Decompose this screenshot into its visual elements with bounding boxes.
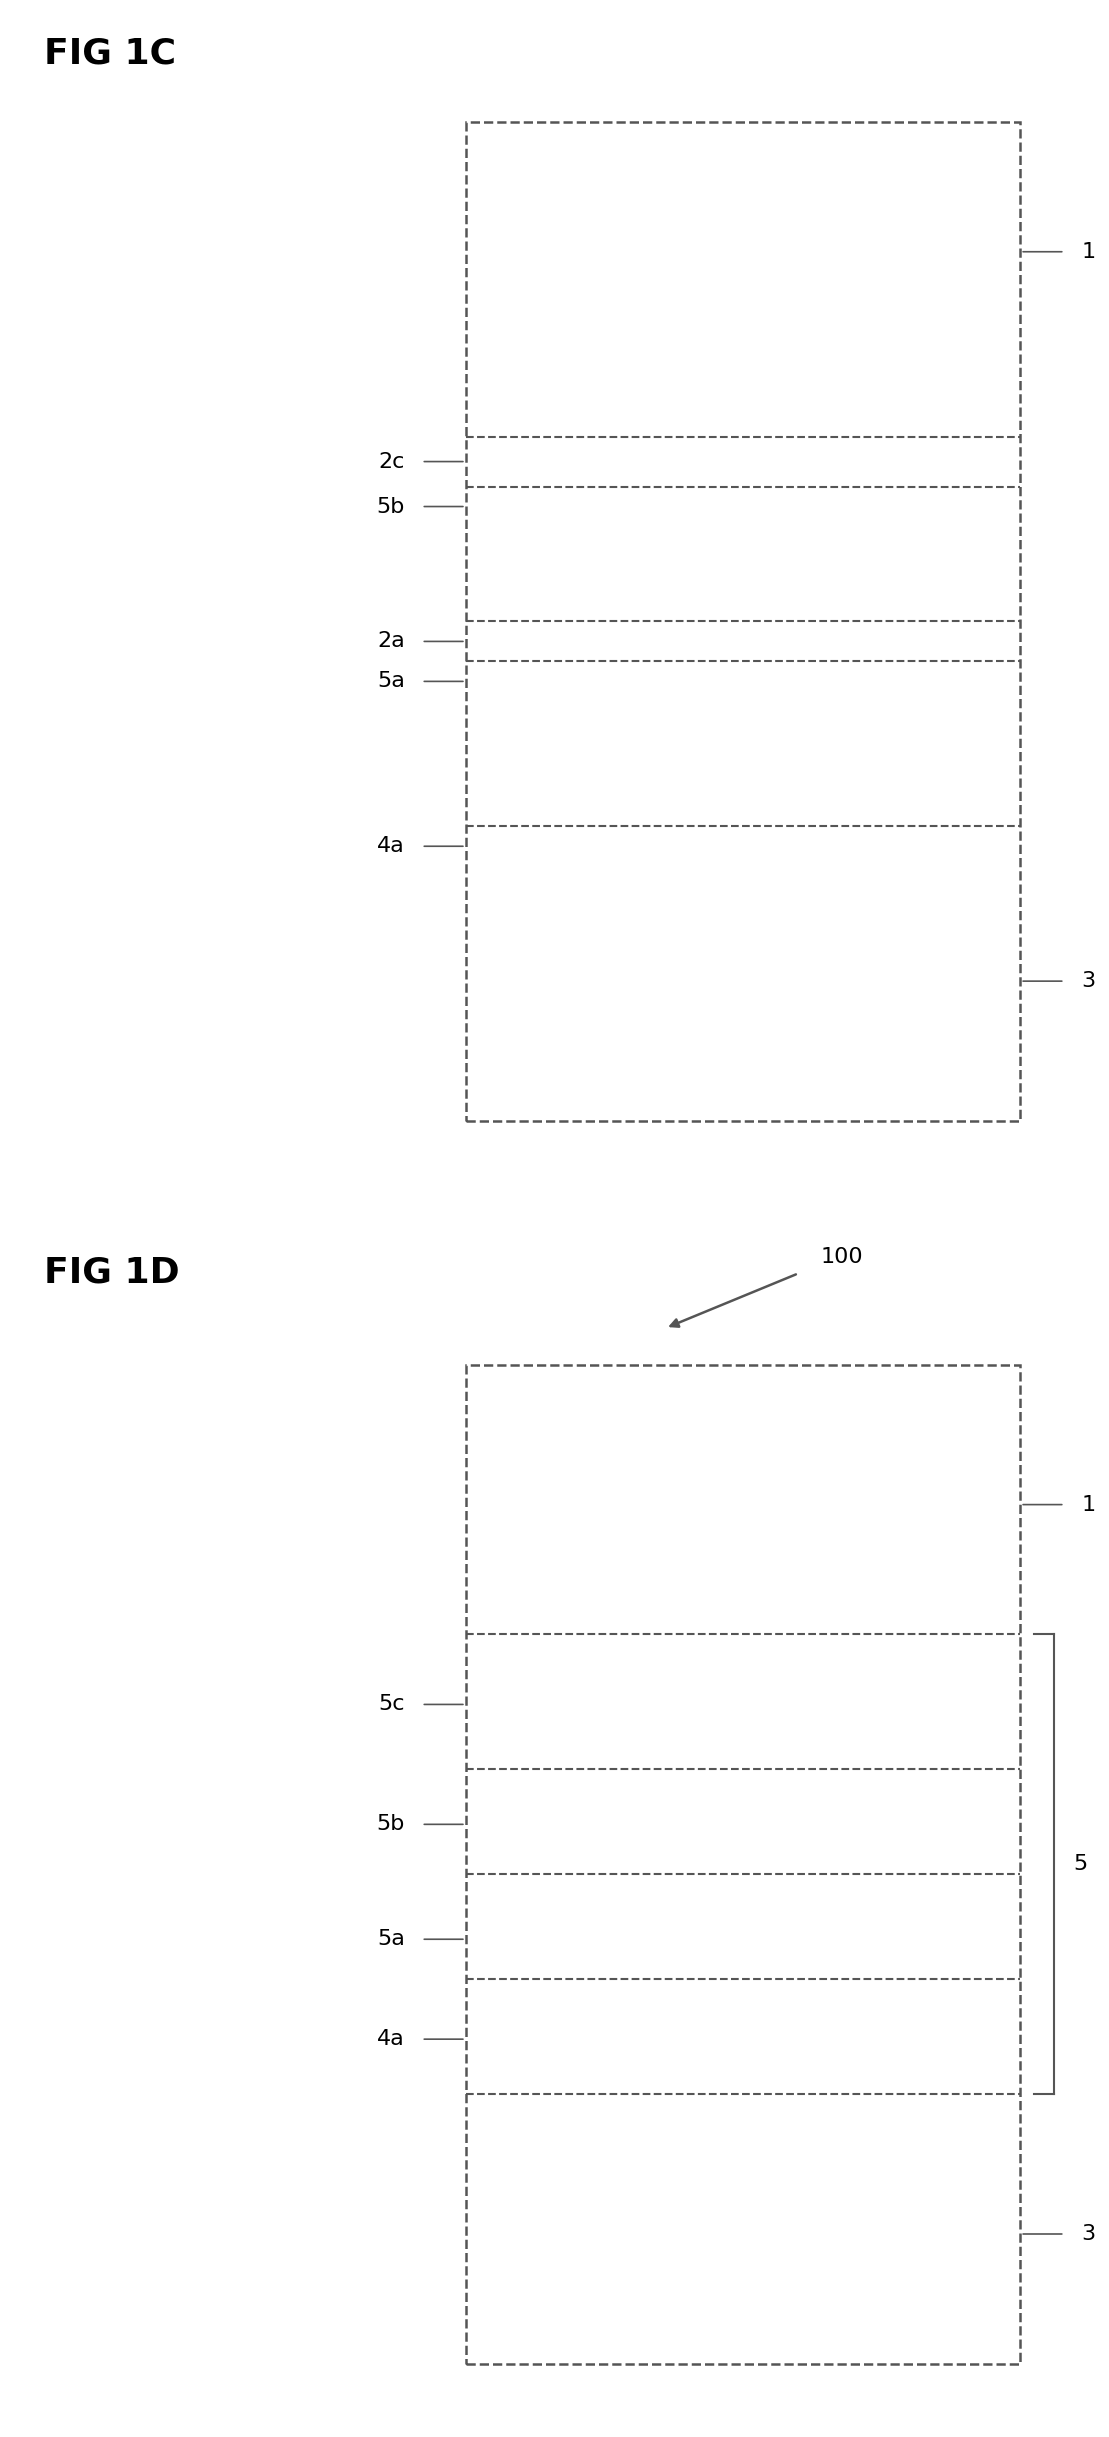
Text: 5c: 5c [378,1694,405,1716]
Text: FIG 1C: FIG 1C [44,37,176,71]
Text: 100: 100 [821,1248,863,1267]
Text: 4a: 4a [377,2030,405,2050]
Text: 5: 5 [1074,1855,1088,1874]
Text: 1: 1 [1081,1494,1096,1516]
Text: FIG 1D: FIG 1D [44,1255,180,1289]
Text: 5a: 5a [377,670,405,692]
Text: 3: 3 [1081,970,1096,992]
Text: 2c: 2c [378,451,405,473]
Text: 2a: 2a [377,631,405,651]
Bar [466,122,1020,1121]
Bar [466,1365,1020,2364]
Text: 1: 1 [1081,241,1096,261]
Text: 5b: 5b [376,1813,405,1835]
Text: 3: 3 [1081,2225,1096,2244]
Text: 5b: 5b [376,497,405,517]
Text: 4a: 4a [377,836,405,855]
Text: 5a: 5a [377,1930,405,1950]
